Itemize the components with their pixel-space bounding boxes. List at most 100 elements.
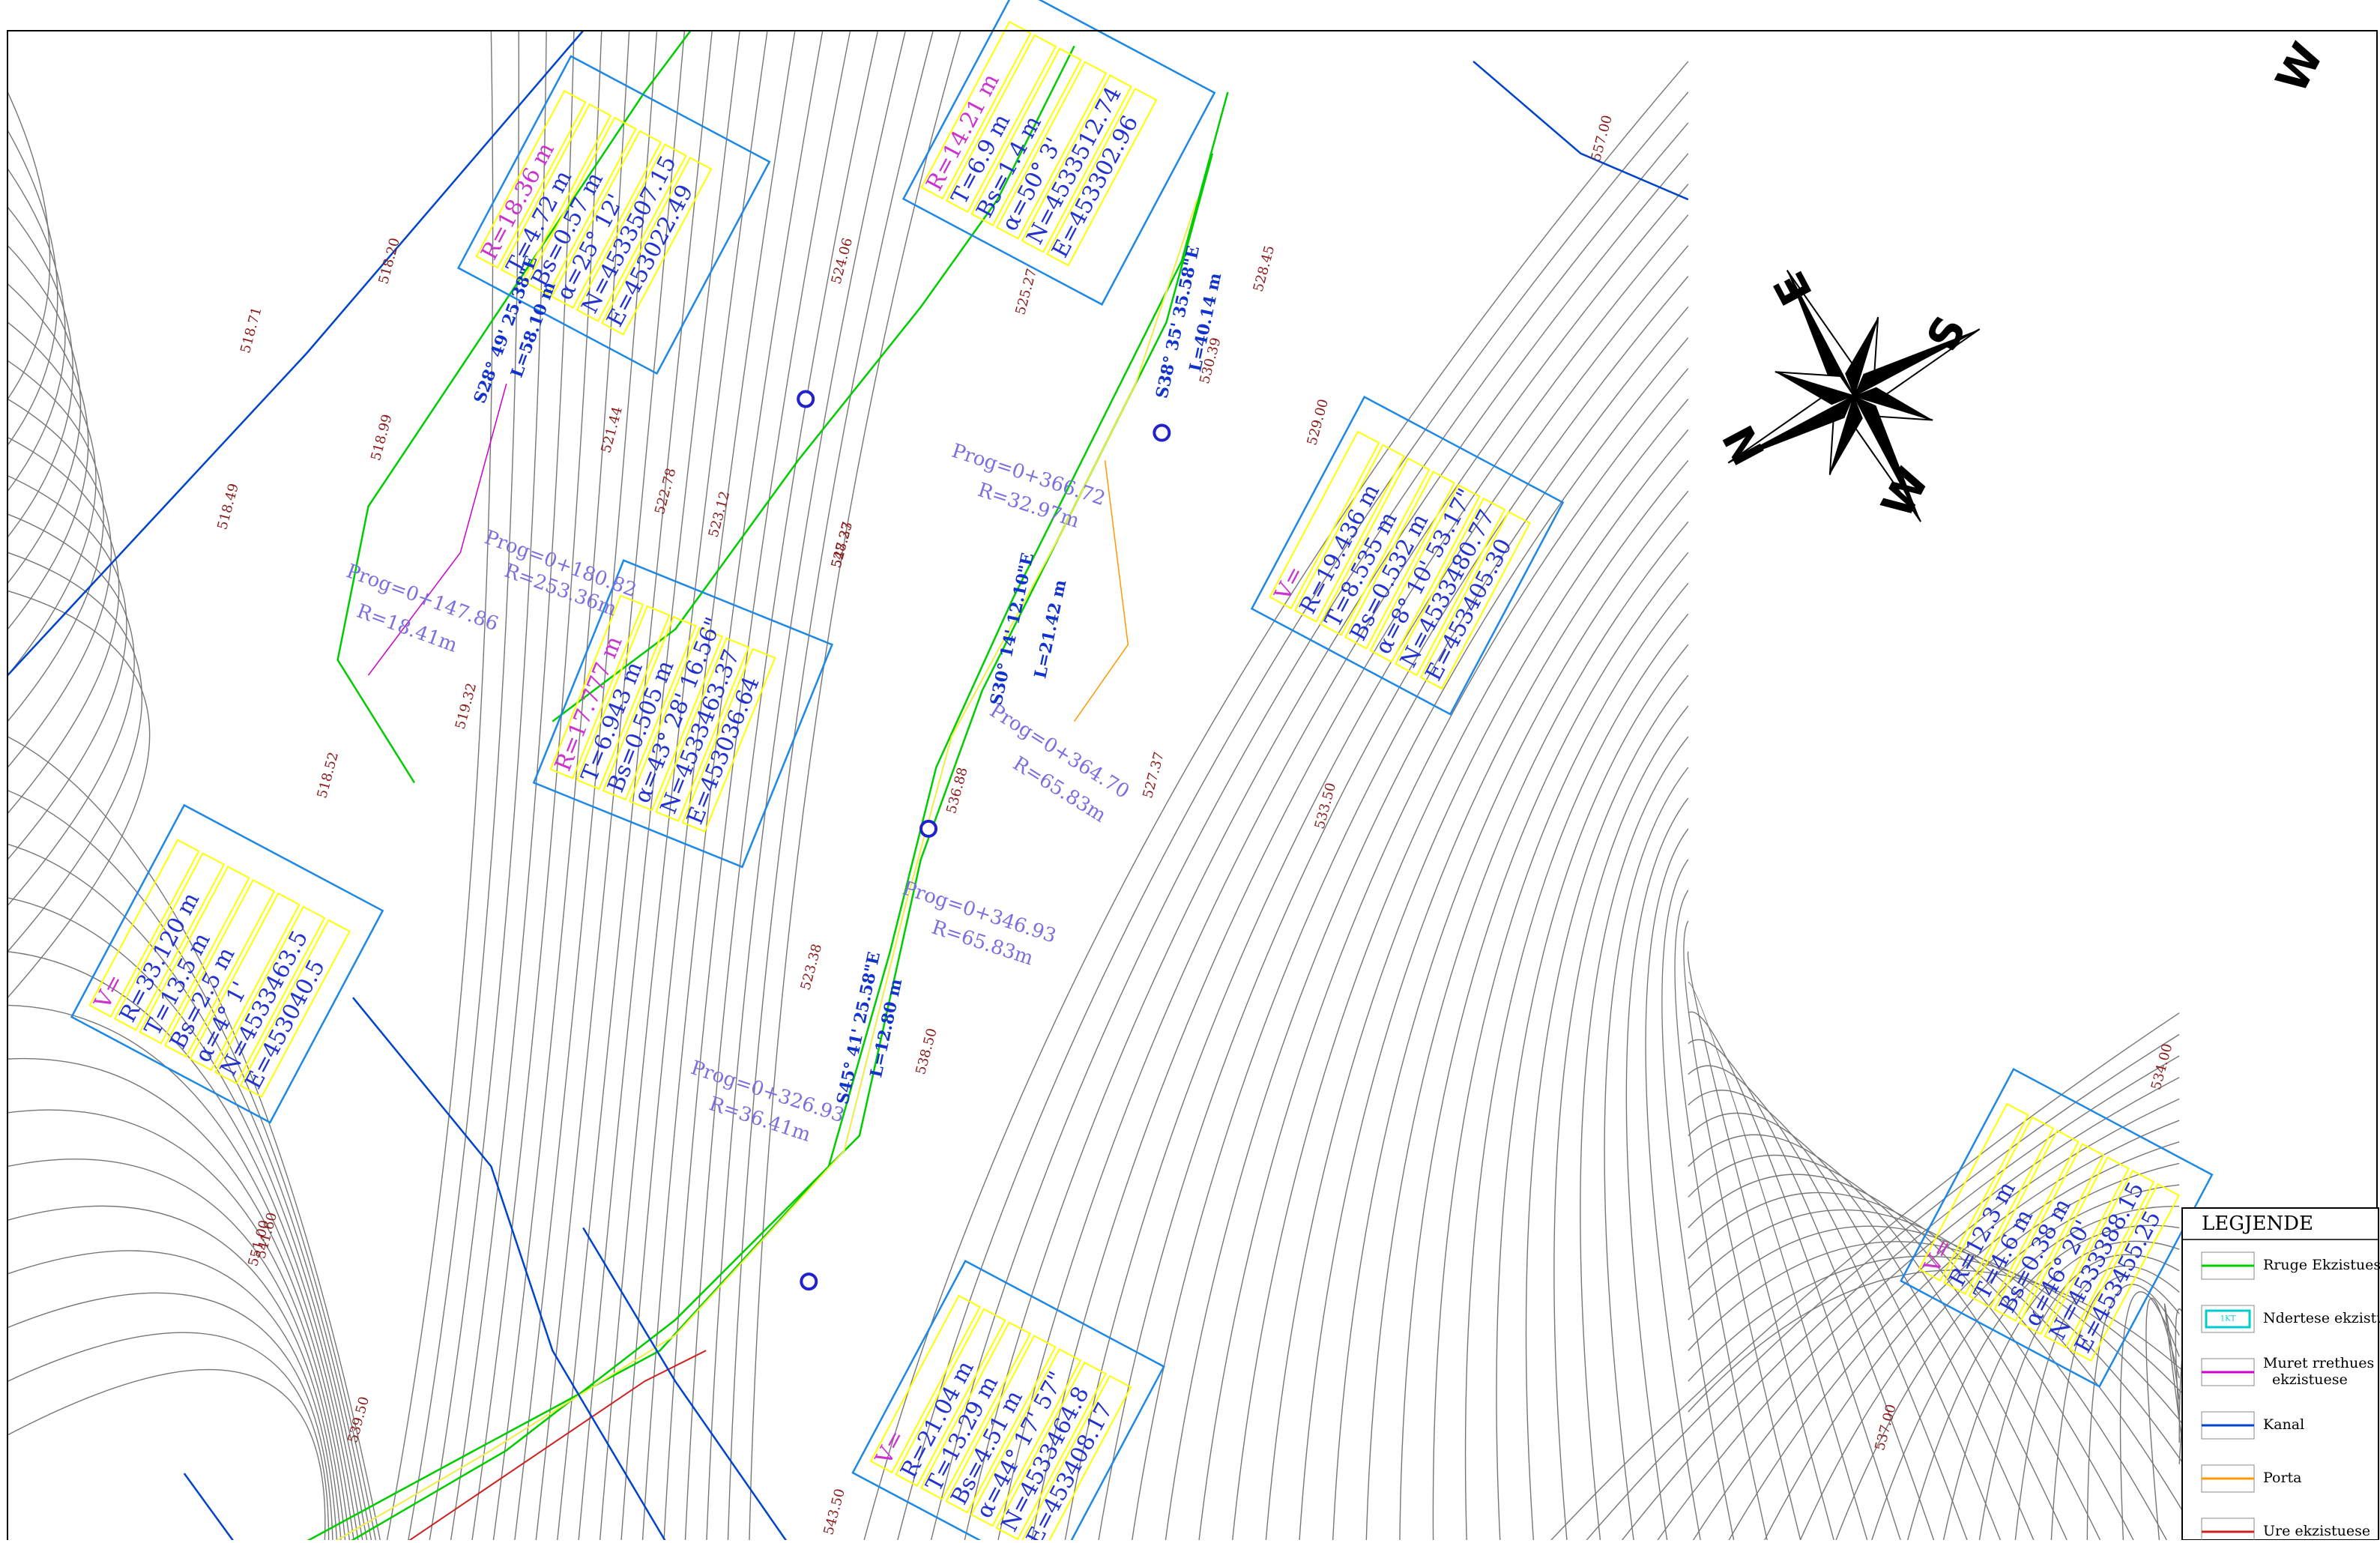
label-box <box>1046 88 1158 267</box>
road-axis <box>330 199 1198 1543</box>
contour-line <box>513 30 658 1543</box>
contour-line <box>1496 644 1689 1543</box>
label-box <box>214 905 326 1085</box>
contour-line <box>641 30 824 1543</box>
contour-line <box>7 790 377 1543</box>
label-box <box>1968 1129 2080 1308</box>
label-box <box>945 1335 1057 1514</box>
contour-line <box>1030 214 1689 1543</box>
contour-line <box>578 30 740 1543</box>
parcel: V=R=33.120 mT=13.5 mBs=2.5 mα=4° 1'N=453… <box>70 803 384 1124</box>
contour-line <box>1870 1206 2180 1543</box>
label-box <box>139 866 250 1045</box>
contour-line <box>1064 245 1689 1543</box>
manhole <box>919 819 938 838</box>
canal <box>352 997 668 1543</box>
contour-line <box>1097 276 1689 1543</box>
label-box <box>113 852 226 1031</box>
canal <box>1473 60 1689 201</box>
contour-line <box>1763 1141 2180 1543</box>
contour-line <box>1688 982 1869 1543</box>
contour-line <box>1942 1240 2180 1543</box>
contour-line <box>7 1292 333 1543</box>
contour-line <box>471 30 602 1543</box>
parcel-boundary <box>1250 395 1565 716</box>
canal <box>582 1227 789 1543</box>
contour-line <box>1432 582 1689 1543</box>
contour-line <box>963 153 1689 1543</box>
legend: LEGJENDE Rruge Ekzistuese 1KT Ndertese ekzi… <box>2181 1207 2380 1543</box>
contour-line <box>7 1057 355 1543</box>
label-box <box>919 1321 1032 1500</box>
canal <box>7 30 585 676</box>
contour-line <box>7 130 58 446</box>
contour-line <box>1525 674 1689 1543</box>
label-box <box>475 89 587 269</box>
contour-line <box>706 30 907 1543</box>
contour-line <box>2145 1297 2180 1543</box>
contour-line <box>7 736 381 1543</box>
label-box <box>1293 444 1406 623</box>
contour-line <box>1688 1011 1903 1543</box>
contour-line <box>7 1368 326 1543</box>
contour-line <box>7 245 82 584</box>
label-box <box>239 919 351 1098</box>
label-box <box>549 594 644 779</box>
contour-line <box>7 1205 342 1543</box>
label-box <box>2018 1156 2130 1335</box>
parcel-boundary <box>1900 1068 2214 1388</box>
legend-label: Ure ekzistuese <box>2263 1523 2370 1539</box>
label-box <box>88 839 200 1018</box>
contour-line <box>407 30 520 1543</box>
contour-line <box>7 1004 360 1543</box>
contour-line <box>896 91 1689 1543</box>
contour-line <box>1688 1209 2202 1543</box>
label-box <box>895 1308 1006 1487</box>
contour-line <box>1332 490 1689 1543</box>
compass-rose <box>1727 270 1981 522</box>
label-box <box>681 647 776 833</box>
contour-line <box>1688 1090 2002 1543</box>
parcel-boundary <box>532 559 834 869</box>
label-box <box>1021 74 1132 253</box>
contour-line <box>1798 1162 2180 1543</box>
manhole <box>1153 423 1171 442</box>
contour-line <box>7 1109 351 1543</box>
contour-line <box>1583 1033 2180 1543</box>
label-box <box>1943 1116 2055 1295</box>
label-box <box>189 892 300 1072</box>
contour-line <box>1547 1012 2180 1543</box>
compass-point <box>1829 396 1863 475</box>
label-box <box>576 605 671 791</box>
contours <box>7 30 2336 1543</box>
contour-line <box>1464 613 1689 1543</box>
contour-line <box>749 30 961 1543</box>
contour-line <box>1265 429 1689 1543</box>
contour-line <box>2050 1275 2180 1543</box>
contour-line <box>1727 1120 2180 1543</box>
parcel-boundary <box>456 55 771 375</box>
contour-line <box>1674 890 1769 1543</box>
label-box <box>945 34 1057 214</box>
compass-point <box>1775 372 1854 405</box>
contour-line <box>997 184 1689 1543</box>
label-box <box>602 615 697 801</box>
manhole <box>800 1272 818 1291</box>
frame <box>7 30 2378 1543</box>
compass-point <box>1853 387 1933 420</box>
compass-point <box>1845 317 1879 396</box>
label-box <box>629 626 724 812</box>
parcel-boundary <box>70 803 384 1124</box>
parcel-boundary <box>901 0 1216 306</box>
label-box <box>970 47 1082 226</box>
contour-line <box>7 590 151 998</box>
wall <box>367 383 507 676</box>
contour-line <box>1683 920 1802 1543</box>
contour-line <box>1231 399 1689 1543</box>
contour-line <box>1688 1112 2036 1543</box>
contour-line <box>1619 1055 2180 1543</box>
label-box <box>2044 1169 2155 1349</box>
road <box>336 30 692 784</box>
legend-label: Rruge Ekzistuese <box>2263 1257 2380 1273</box>
contour-line <box>7 437 120 814</box>
